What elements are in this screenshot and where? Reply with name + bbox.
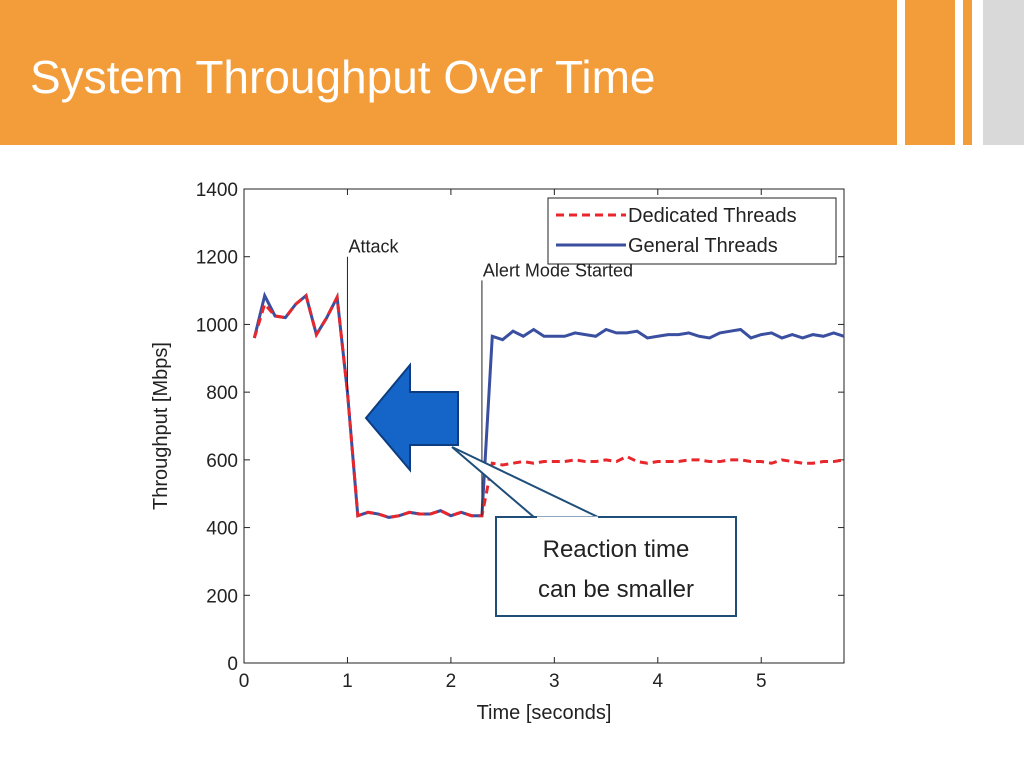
x-tick-label: 0	[239, 671, 250, 692]
header-stripe	[955, 0, 963, 145]
y-axis-label: Throughput [Mbps]	[150, 342, 172, 510]
y-tick-label: 400	[206, 519, 238, 540]
annotation-label: Attack	[348, 237, 399, 257]
y-tick-label: 1400	[196, 180, 238, 201]
x-tick-label: 5	[756, 671, 767, 692]
data-line	[252, 292, 845, 519]
x-axis-label: Time [seconds]	[477, 702, 612, 724]
x-tick-label: 2	[446, 671, 457, 692]
header-stripe	[897, 0, 905, 145]
legend-box	[547, 197, 837, 265]
x-tick-label: 1	[342, 671, 353, 692]
annotation-label: Alert Mode Started	[483, 260, 633, 280]
slide-title: System Throughput Over Time	[30, 51, 656, 103]
y-tick-label: 800	[206, 383, 238, 404]
y-tick-label: 600	[206, 451, 238, 472]
y-tick-label: 0	[227, 654, 238, 675]
header-stripe	[972, 0, 983, 145]
callout-text: Reaction time	[543, 536, 690, 563]
header-grey-bar	[983, 0, 1024, 145]
y-tick-label: 1000	[196, 315, 238, 336]
callout-box	[495, 516, 737, 617]
arrow-icon	[364, 362, 459, 473]
legend-label: General Threads	[628, 235, 778, 257]
callout-text: can be smaller	[538, 576, 694, 603]
y-tick-label: 1200	[196, 248, 238, 269]
x-tick-label: 3	[549, 671, 560, 692]
legend-label: Dedicated Threads	[628, 205, 797, 227]
y-tick-label: 200	[206, 586, 238, 607]
x-tick-label: 4	[653, 671, 664, 692]
header-band	[0, 0, 1024, 145]
